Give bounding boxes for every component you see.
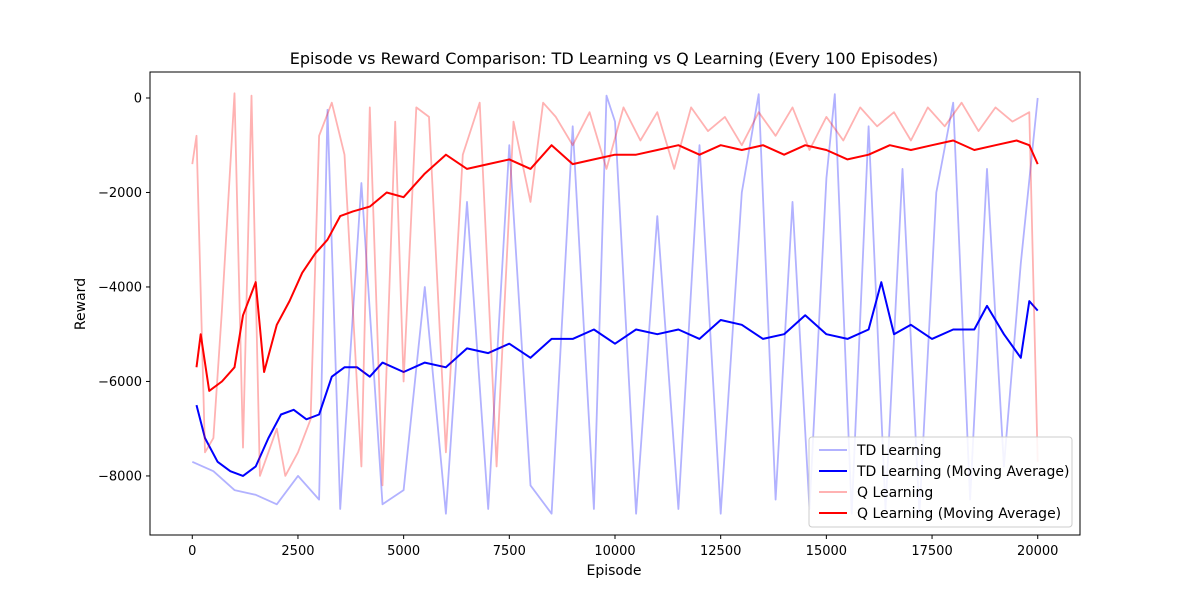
y-tick-label: −6000 xyxy=(98,375,142,390)
series-line-q-learning xyxy=(191,92,1039,487)
axes: 0 2500 5000 7500 10000 12500 15000 17500 20000 −8… xyxy=(98,71,1081,559)
x-tick-label: 15000 xyxy=(806,544,847,559)
x-tick-label: 5000 xyxy=(387,544,420,559)
plot-area xyxy=(191,92,1039,515)
series-line-td-learning-moving-average xyxy=(195,281,1039,477)
y-tick-label: −8000 xyxy=(98,469,142,484)
x-tick-label: 7500 xyxy=(493,544,526,559)
x-tick-label: 12500 xyxy=(700,544,741,559)
series-line-td-learning xyxy=(191,93,1039,515)
x-tick-label: 0 xyxy=(188,544,196,559)
y-tick-label: −2000 xyxy=(98,186,142,201)
x-tick-label: 10000 xyxy=(594,544,635,559)
chart-title: Episode vs Reward Comparison: TD Learnin… xyxy=(290,49,938,68)
y-axis-label: Reward xyxy=(73,278,89,330)
series-line-q-learning-moving-average xyxy=(195,139,1039,392)
x-tick-label: 17500 xyxy=(911,544,952,559)
legend-box xyxy=(808,436,1073,528)
legend-label-q-learning-moving-average: Q Learning (Moving Average) xyxy=(857,506,1061,522)
legend-label-td-learning: TD Learning xyxy=(856,443,942,459)
y-tick-label: 0 xyxy=(134,91,142,106)
legend-label-q-learning: Q Learning xyxy=(857,485,933,501)
legend: TD Learning TD Learning (Moving Average) Q… xyxy=(808,436,1073,528)
x-axis-label: Episode xyxy=(587,563,642,579)
x-tick-label: 2500 xyxy=(281,544,314,559)
x-tick-label: 20000 xyxy=(1017,544,1058,559)
y-tick-label: −4000 xyxy=(98,280,142,295)
legend-label-td-learning-moving-average: TD Learning (Moving Average) xyxy=(856,464,1069,480)
